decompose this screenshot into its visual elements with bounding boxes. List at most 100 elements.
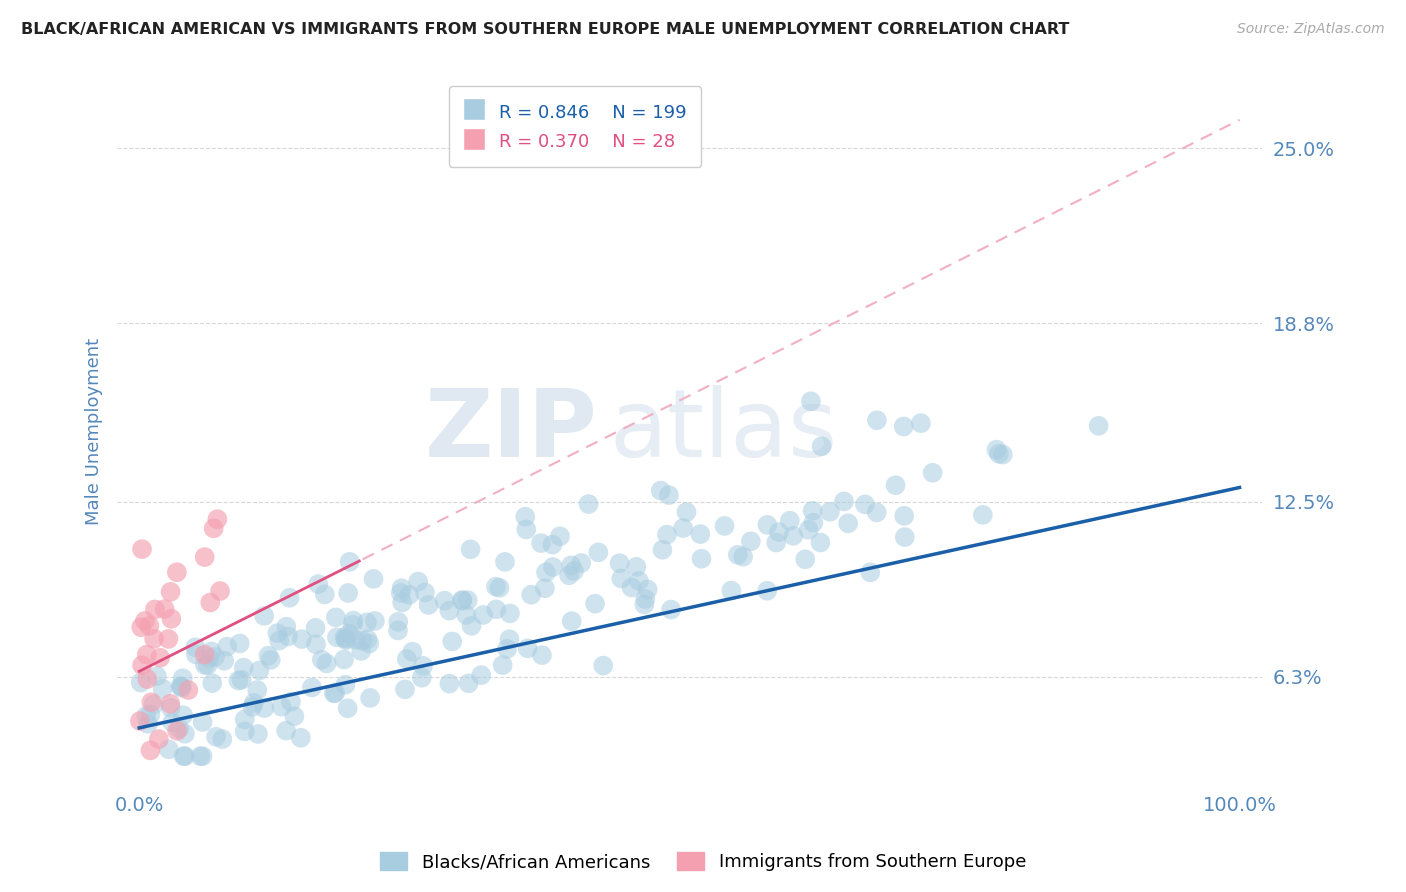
- Point: [558, 568, 581, 582]
- Point: [197, 658, 219, 673]
- Point: [172, 671, 194, 685]
- Point: [588, 545, 610, 559]
- Text: ZIP: ZIP: [425, 385, 598, 477]
- Point: [801, 504, 824, 518]
- Point: [765, 535, 787, 549]
- Point: [194, 648, 217, 662]
- Point: [659, 602, 682, 616]
- Point: [592, 658, 614, 673]
- Point: [356, 615, 378, 630]
- Point: [157, 742, 180, 756]
- Point: [160, 612, 183, 626]
- Point: [675, 505, 697, 519]
- Point: [626, 559, 648, 574]
- Point: [515, 523, 537, 537]
- Point: [797, 523, 820, 537]
- Point: [209, 584, 232, 599]
- Point: [359, 636, 381, 650]
- Point: [398, 588, 420, 602]
- Point: [439, 676, 461, 690]
- Point: [756, 583, 779, 598]
- Point: [184, 648, 207, 662]
- Point: [391, 595, 413, 609]
- Point: [578, 497, 600, 511]
- Point: [233, 712, 256, 726]
- Point: [280, 695, 302, 709]
- Point: [389, 586, 412, 600]
- Point: [394, 682, 416, 697]
- Point: [129, 714, 152, 728]
- Point: [499, 607, 522, 621]
- Point: [269, 633, 291, 648]
- Point: [217, 640, 239, 654]
- Point: [359, 690, 381, 705]
- Point: [866, 505, 889, 519]
- Point: [283, 709, 305, 723]
- Point: [166, 566, 188, 580]
- Point: [307, 577, 329, 591]
- Point: [406, 574, 429, 589]
- Point: [129, 620, 152, 634]
- Point: [153, 602, 176, 616]
- Point: [337, 586, 360, 600]
- Point: [142, 698, 165, 712]
- Point: [921, 466, 943, 480]
- Point: [159, 584, 181, 599]
- Point: [260, 653, 283, 667]
- Point: [301, 681, 323, 695]
- Point: [198, 651, 221, 665]
- Point: [169, 679, 191, 693]
- Point: [191, 749, 214, 764]
- Point: [672, 521, 695, 535]
- Point: [131, 542, 153, 557]
- Point: [690, 551, 713, 566]
- Point: [910, 416, 932, 430]
- Text: Source: ZipAtlas.com: Source: ZipAtlas.com: [1237, 22, 1385, 37]
- Point: [304, 621, 326, 635]
- Point: [498, 632, 520, 647]
- Point: [166, 723, 188, 738]
- Point: [387, 615, 409, 629]
- Point: [204, 649, 226, 664]
- Point: [135, 648, 157, 662]
- Legend: R = 0.846    N = 199, R = 0.370    N = 28: R = 0.846 N = 199, R = 0.370 N = 28: [449, 87, 702, 167]
- Point: [720, 583, 742, 598]
- Point: [561, 614, 583, 628]
- Point: [247, 664, 270, 678]
- Point: [200, 595, 222, 609]
- Point: [194, 657, 217, 672]
- Point: [650, 483, 672, 498]
- Point: [135, 709, 157, 723]
- Point: [350, 644, 373, 658]
- Point: [794, 552, 817, 566]
- Point: [801, 516, 824, 530]
- Point: [634, 591, 657, 606]
- Point: [253, 608, 276, 623]
- Point: [756, 517, 779, 532]
- Point: [363, 572, 385, 586]
- Point: [485, 602, 508, 616]
- Point: [138, 619, 160, 633]
- Point: [364, 614, 387, 628]
- Point: [391, 581, 413, 595]
- Point: [733, 549, 755, 564]
- Point: [325, 610, 347, 624]
- Point: [167, 722, 190, 736]
- Point: [627, 574, 650, 588]
- Point: [520, 588, 543, 602]
- Point: [451, 593, 474, 607]
- Point: [460, 619, 482, 633]
- Point: [305, 637, 328, 651]
- Point: [211, 732, 233, 747]
- Point: [276, 620, 298, 634]
- Point: [633, 598, 655, 612]
- Point: [439, 604, 461, 618]
- Point: [609, 556, 631, 570]
- Point: [496, 642, 519, 657]
- Point: [314, 587, 336, 601]
- Point: [866, 413, 889, 427]
- Y-axis label: Male Unemployment: Male Unemployment: [86, 337, 103, 524]
- Point: [470, 668, 492, 682]
- Point: [242, 700, 264, 714]
- Point: [655, 527, 678, 541]
